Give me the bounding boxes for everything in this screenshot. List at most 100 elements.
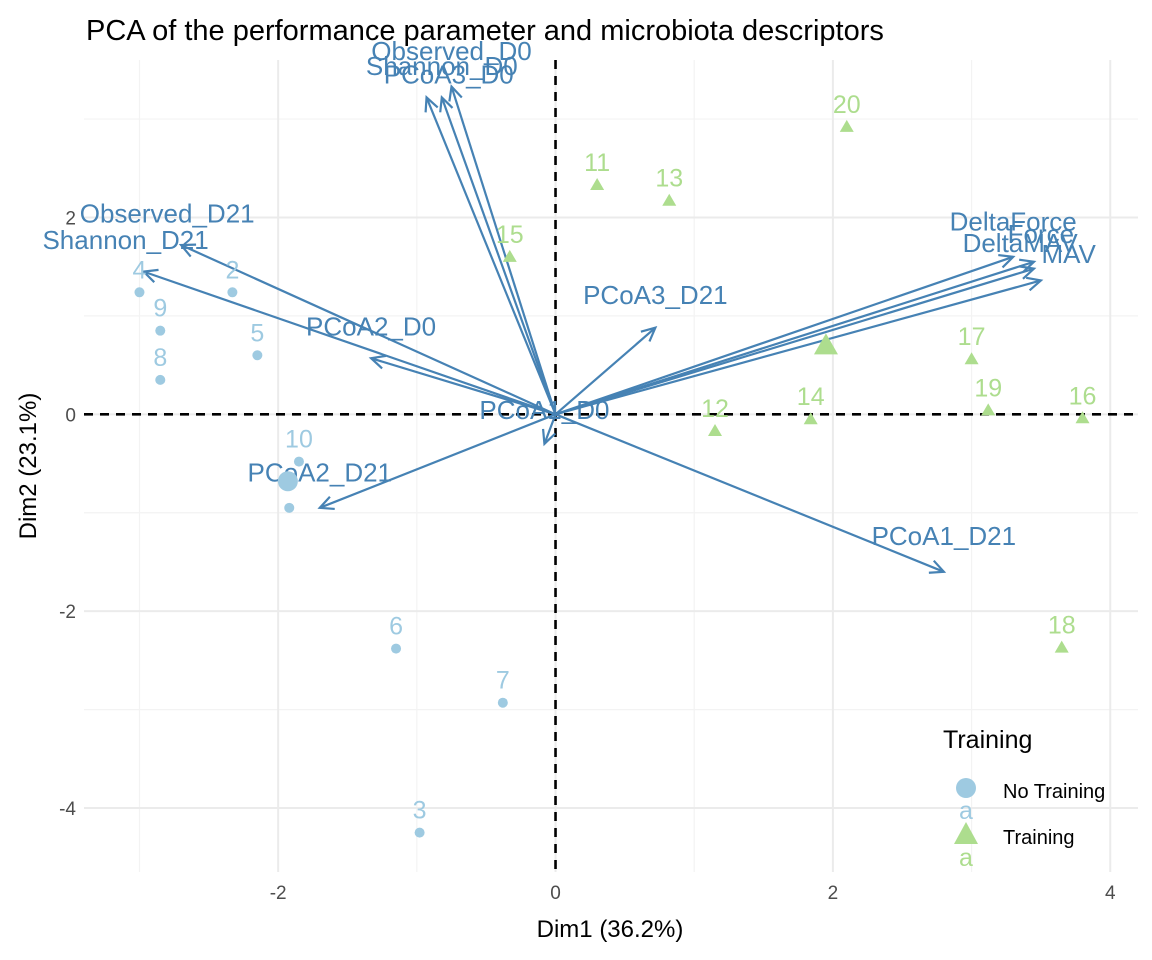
point-label: 11 xyxy=(584,149,610,177)
axis-tick-labels: -2 0 2 4 -4 -2 0 2 xyxy=(59,208,1116,904)
point-label: 7 xyxy=(496,667,510,695)
y-tick-label: -2 xyxy=(59,602,76,623)
variable-arrow-line xyxy=(555,255,1014,416)
variable-arrow-line xyxy=(370,357,556,416)
variable-arrow-head xyxy=(640,326,658,342)
variable-arrow-head xyxy=(141,268,159,283)
variable-arrow-head xyxy=(1025,276,1044,292)
data-point xyxy=(708,424,723,437)
data-point xyxy=(803,412,818,425)
x-tick-label: -2 xyxy=(270,883,287,904)
y-tick-label: 2 xyxy=(65,208,76,229)
variable-arrow-line xyxy=(555,413,945,573)
variable-arrow-line xyxy=(425,96,557,415)
variable-arrow-line xyxy=(554,326,657,416)
data-point xyxy=(497,697,508,708)
legend-key-training-triangle xyxy=(954,822,978,844)
variable-arrow-line xyxy=(440,97,557,415)
variable-arrow-head xyxy=(1018,258,1037,273)
data-point xyxy=(839,119,854,132)
variable-label: Observed_D0 xyxy=(371,36,531,66)
variable-label: MAV xyxy=(1041,239,1096,269)
point-label: 15 xyxy=(496,221,524,249)
legend-label-training: Training xyxy=(1003,827,1075,849)
x-axis-title: Dim1 (36.2%) xyxy=(537,916,684,943)
data-point xyxy=(662,193,677,206)
point-label: 6 xyxy=(389,613,403,641)
variable-label: PCoA3_D21 xyxy=(583,280,728,310)
variable-arrow-line xyxy=(180,244,556,416)
point-label: 10 xyxy=(285,426,313,454)
point-label: 17 xyxy=(958,323,986,351)
legend-title: Training xyxy=(943,726,1032,754)
data-point xyxy=(293,456,304,467)
point-label: 18 xyxy=(1048,612,1076,640)
variable-label: PCoA2_D0 xyxy=(306,312,436,342)
point-label: 5 xyxy=(250,319,264,347)
group-centroid xyxy=(813,333,838,355)
variable-arrow-line xyxy=(450,86,557,415)
point-label: 20 xyxy=(833,91,861,119)
y-tick-label: -4 xyxy=(59,799,76,820)
variable-arrow-head xyxy=(368,354,387,370)
variable-arrow-line xyxy=(543,413,557,445)
variable-label: PCoA1_D0 xyxy=(479,395,609,425)
y-tick-label: 0 xyxy=(65,405,76,426)
variable-arrow-head xyxy=(439,95,454,113)
legend-key-no-training-circle xyxy=(956,778,976,798)
data-point xyxy=(155,374,166,385)
x-tick-label: 4 xyxy=(1105,883,1116,904)
data-point xyxy=(391,643,402,654)
data-point xyxy=(252,350,263,361)
variable-label: Shannon_D21 xyxy=(42,225,208,255)
variable-label: PCoA1_D21 xyxy=(872,521,1017,551)
variable-arrow-head xyxy=(448,84,463,102)
legend-key-training-letter: a xyxy=(959,844,973,872)
variable-label: PCoA3_D0 xyxy=(384,60,514,90)
legend-key-no-training-letter: a xyxy=(959,797,973,825)
variable-arrow-line xyxy=(319,413,556,509)
legend: Training a No Training a Training xyxy=(943,726,1105,872)
data-point xyxy=(590,177,605,190)
variable-arrow-head xyxy=(424,95,439,113)
x-tick-label: 2 xyxy=(828,883,839,904)
variable-label: Force xyxy=(1008,219,1074,249)
data-point xyxy=(1075,411,1090,424)
variable-label: Shannon_D0 xyxy=(366,51,518,81)
point-label: 13 xyxy=(655,165,683,193)
point-label: 19 xyxy=(974,374,1002,402)
data-point xyxy=(414,827,425,838)
variable-arrow-line xyxy=(555,267,1035,416)
data-point xyxy=(502,249,517,262)
variable-label: Observed_D21 xyxy=(80,198,255,228)
variable-arrow-head xyxy=(998,253,1016,269)
variable-arrow-head xyxy=(178,243,197,258)
point-label: 8 xyxy=(153,344,167,372)
variable-arrow-head xyxy=(541,428,557,447)
y-axis-title: Dim2 (23.1%) xyxy=(15,393,42,540)
point-label: 2 xyxy=(225,256,239,284)
data-point xyxy=(134,287,145,298)
variable-arrow-head xyxy=(317,496,335,511)
data-point xyxy=(1054,640,1069,653)
point-label: 16 xyxy=(1069,382,1097,410)
point-label: 12 xyxy=(701,395,729,423)
x-tick-label: 0 xyxy=(550,883,561,904)
data-point xyxy=(227,287,238,298)
variable-label: DeltaForce xyxy=(950,206,1077,236)
chart-title: PCA of the performance parameter and mic… xyxy=(86,15,884,47)
point-label: 9 xyxy=(153,295,167,323)
data-point xyxy=(964,352,979,365)
point-label: 14 xyxy=(797,383,825,411)
group-centroid xyxy=(277,471,298,492)
reference-lines xyxy=(84,60,1138,872)
data-point xyxy=(284,502,295,513)
data-point xyxy=(981,403,996,416)
variable-label: DeltaMAV xyxy=(963,228,1079,258)
point-label: 3 xyxy=(413,797,427,825)
variable-label: PCoA2_D21 xyxy=(247,457,392,487)
legend-label-no-training: No Training xyxy=(1003,781,1105,803)
